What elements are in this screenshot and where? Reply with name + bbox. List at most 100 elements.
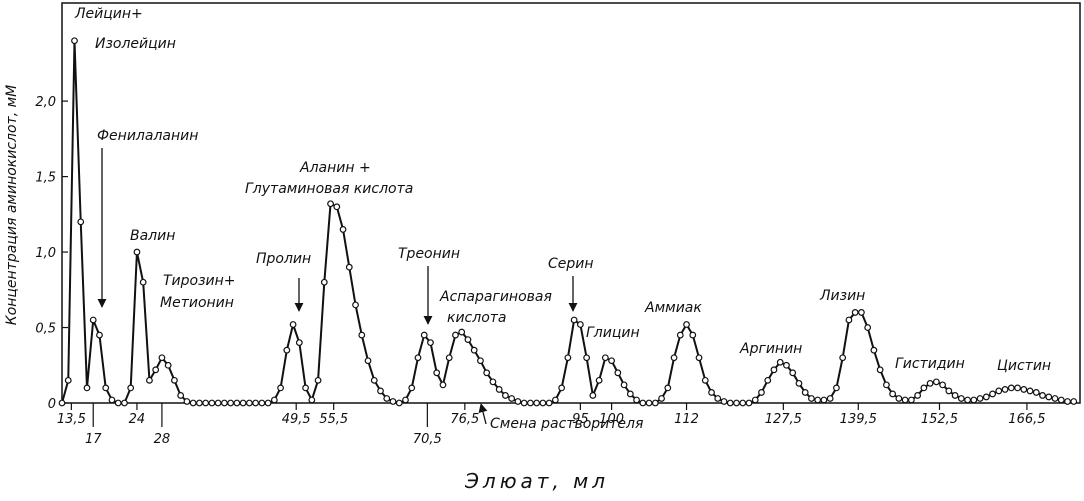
- x-tick-label: 55,5: [319, 412, 348, 427]
- data-point: [458, 328, 466, 336]
- data-point: [102, 384, 110, 392]
- data-point: [1039, 392, 1046, 399]
- data-point: [851, 309, 859, 316]
- x-tick-label: 100: [599, 412, 624, 427]
- x-tick-label: 17: [85, 432, 102, 447]
- annotation: Валин: [130, 228, 175, 244]
- data-point: [370, 376, 378, 384]
- data-point: [414, 354, 422, 362]
- data-point: [58, 399, 66, 407]
- data-point: [121, 399, 128, 407]
- data-point: [502, 392, 509, 399]
- data-point: [164, 361, 172, 369]
- data-point: [658, 395, 665, 402]
- data-point: [339, 226, 347, 233]
- data-point: [708, 389, 715, 396]
- data-point: [433, 369, 441, 377]
- data-point: [171, 376, 178, 384]
- data-point: [951, 392, 959, 399]
- data-point: [114, 399, 122, 407]
- y-tick-label: 2,0: [35, 95, 56, 110]
- x-tick-label: 127,5: [765, 412, 802, 427]
- data-point: [914, 392, 922, 399]
- data-point: [439, 381, 447, 389]
- data-point: [870, 346, 878, 354]
- data-point: [583, 354, 591, 362]
- data-point: [664, 384, 672, 392]
- data-point: [139, 278, 147, 286]
- y-tick-label: 1,5: [35, 171, 56, 186]
- data-point: [783, 361, 790, 369]
- data-point: [833, 384, 840, 392]
- x-tick-label: 13,5: [57, 412, 86, 427]
- data-point: [358, 331, 366, 339]
- data-point: [945, 387, 953, 395]
- data-point: [545, 399, 553, 407]
- data-point: [770, 366, 778, 374]
- data-point: [626, 390, 634, 398]
- annotation: Лейцин+: [74, 6, 143, 22]
- annotation: Изолейцин: [95, 36, 176, 52]
- data-point: [964, 396, 971, 404]
- x-tick-label: 70,5: [413, 432, 442, 447]
- data-point: [601, 354, 609, 362]
- data-point: [551, 396, 559, 404]
- data-point: [314, 376, 322, 384]
- data-point: [445, 354, 453, 362]
- data-point: [227, 399, 235, 407]
- x-tick-label: 139,5: [840, 412, 877, 427]
- data-point: [477, 357, 484, 365]
- data-point: [495, 386, 503, 393]
- data-point: [564, 354, 572, 362]
- data-point: [1057, 396, 1065, 404]
- data-point: [957, 395, 965, 402]
- data-point: [364, 357, 372, 365]
- data-point: [96, 331, 103, 339]
- data-point: [895, 395, 903, 402]
- data-point: [64, 376, 72, 384]
- x-tick-label: 76,5: [450, 412, 479, 427]
- data-point: [427, 339, 434, 347]
- data-point: [489, 378, 497, 386]
- data-point: [539, 399, 547, 407]
- data-point: [758, 389, 765, 396]
- data-point: [483, 369, 491, 377]
- data-point: [689, 331, 697, 339]
- data-point: [676, 331, 684, 339]
- data-point: [989, 390, 996, 398]
- data-point: [146, 376, 153, 384]
- data-point: [814, 396, 822, 404]
- x-tick-label: 24: [129, 412, 146, 427]
- annotation: Треонин: [398, 246, 460, 262]
- x-tick-label: 49,5: [282, 412, 311, 427]
- data-point: [252, 399, 260, 407]
- data-point: [470, 346, 478, 354]
- data-point: [89, 316, 97, 324]
- annotation: Пролин: [256, 251, 311, 267]
- data-point: [295, 339, 303, 347]
- data-point: [320, 278, 328, 286]
- data-point: [670, 354, 678, 362]
- data-point: [389, 398, 397, 405]
- data-point: [570, 316, 578, 324]
- data-point: [233, 399, 241, 407]
- data-point: [608, 357, 615, 365]
- data-point: [220, 399, 228, 407]
- data-point: [1014, 384, 1021, 392]
- x-axis-title: Элюат, мл: [464, 469, 609, 493]
- annotation: Смена растворителя: [490, 416, 643, 432]
- data-point: [1070, 398, 1078, 405]
- data-point: [976, 395, 984, 402]
- data-point: [464, 336, 472, 344]
- data-point: [651, 399, 659, 407]
- arrows: [97, 148, 578, 425]
- data-point: [214, 399, 222, 407]
- data-point: [283, 346, 291, 354]
- annotation: Аспарагиновая: [439, 289, 552, 305]
- data-point: [920, 384, 928, 392]
- data-point: [864, 324, 872, 331]
- data-point: [558, 384, 566, 392]
- data-point: [926, 379, 934, 387]
- data-point: [820, 396, 828, 404]
